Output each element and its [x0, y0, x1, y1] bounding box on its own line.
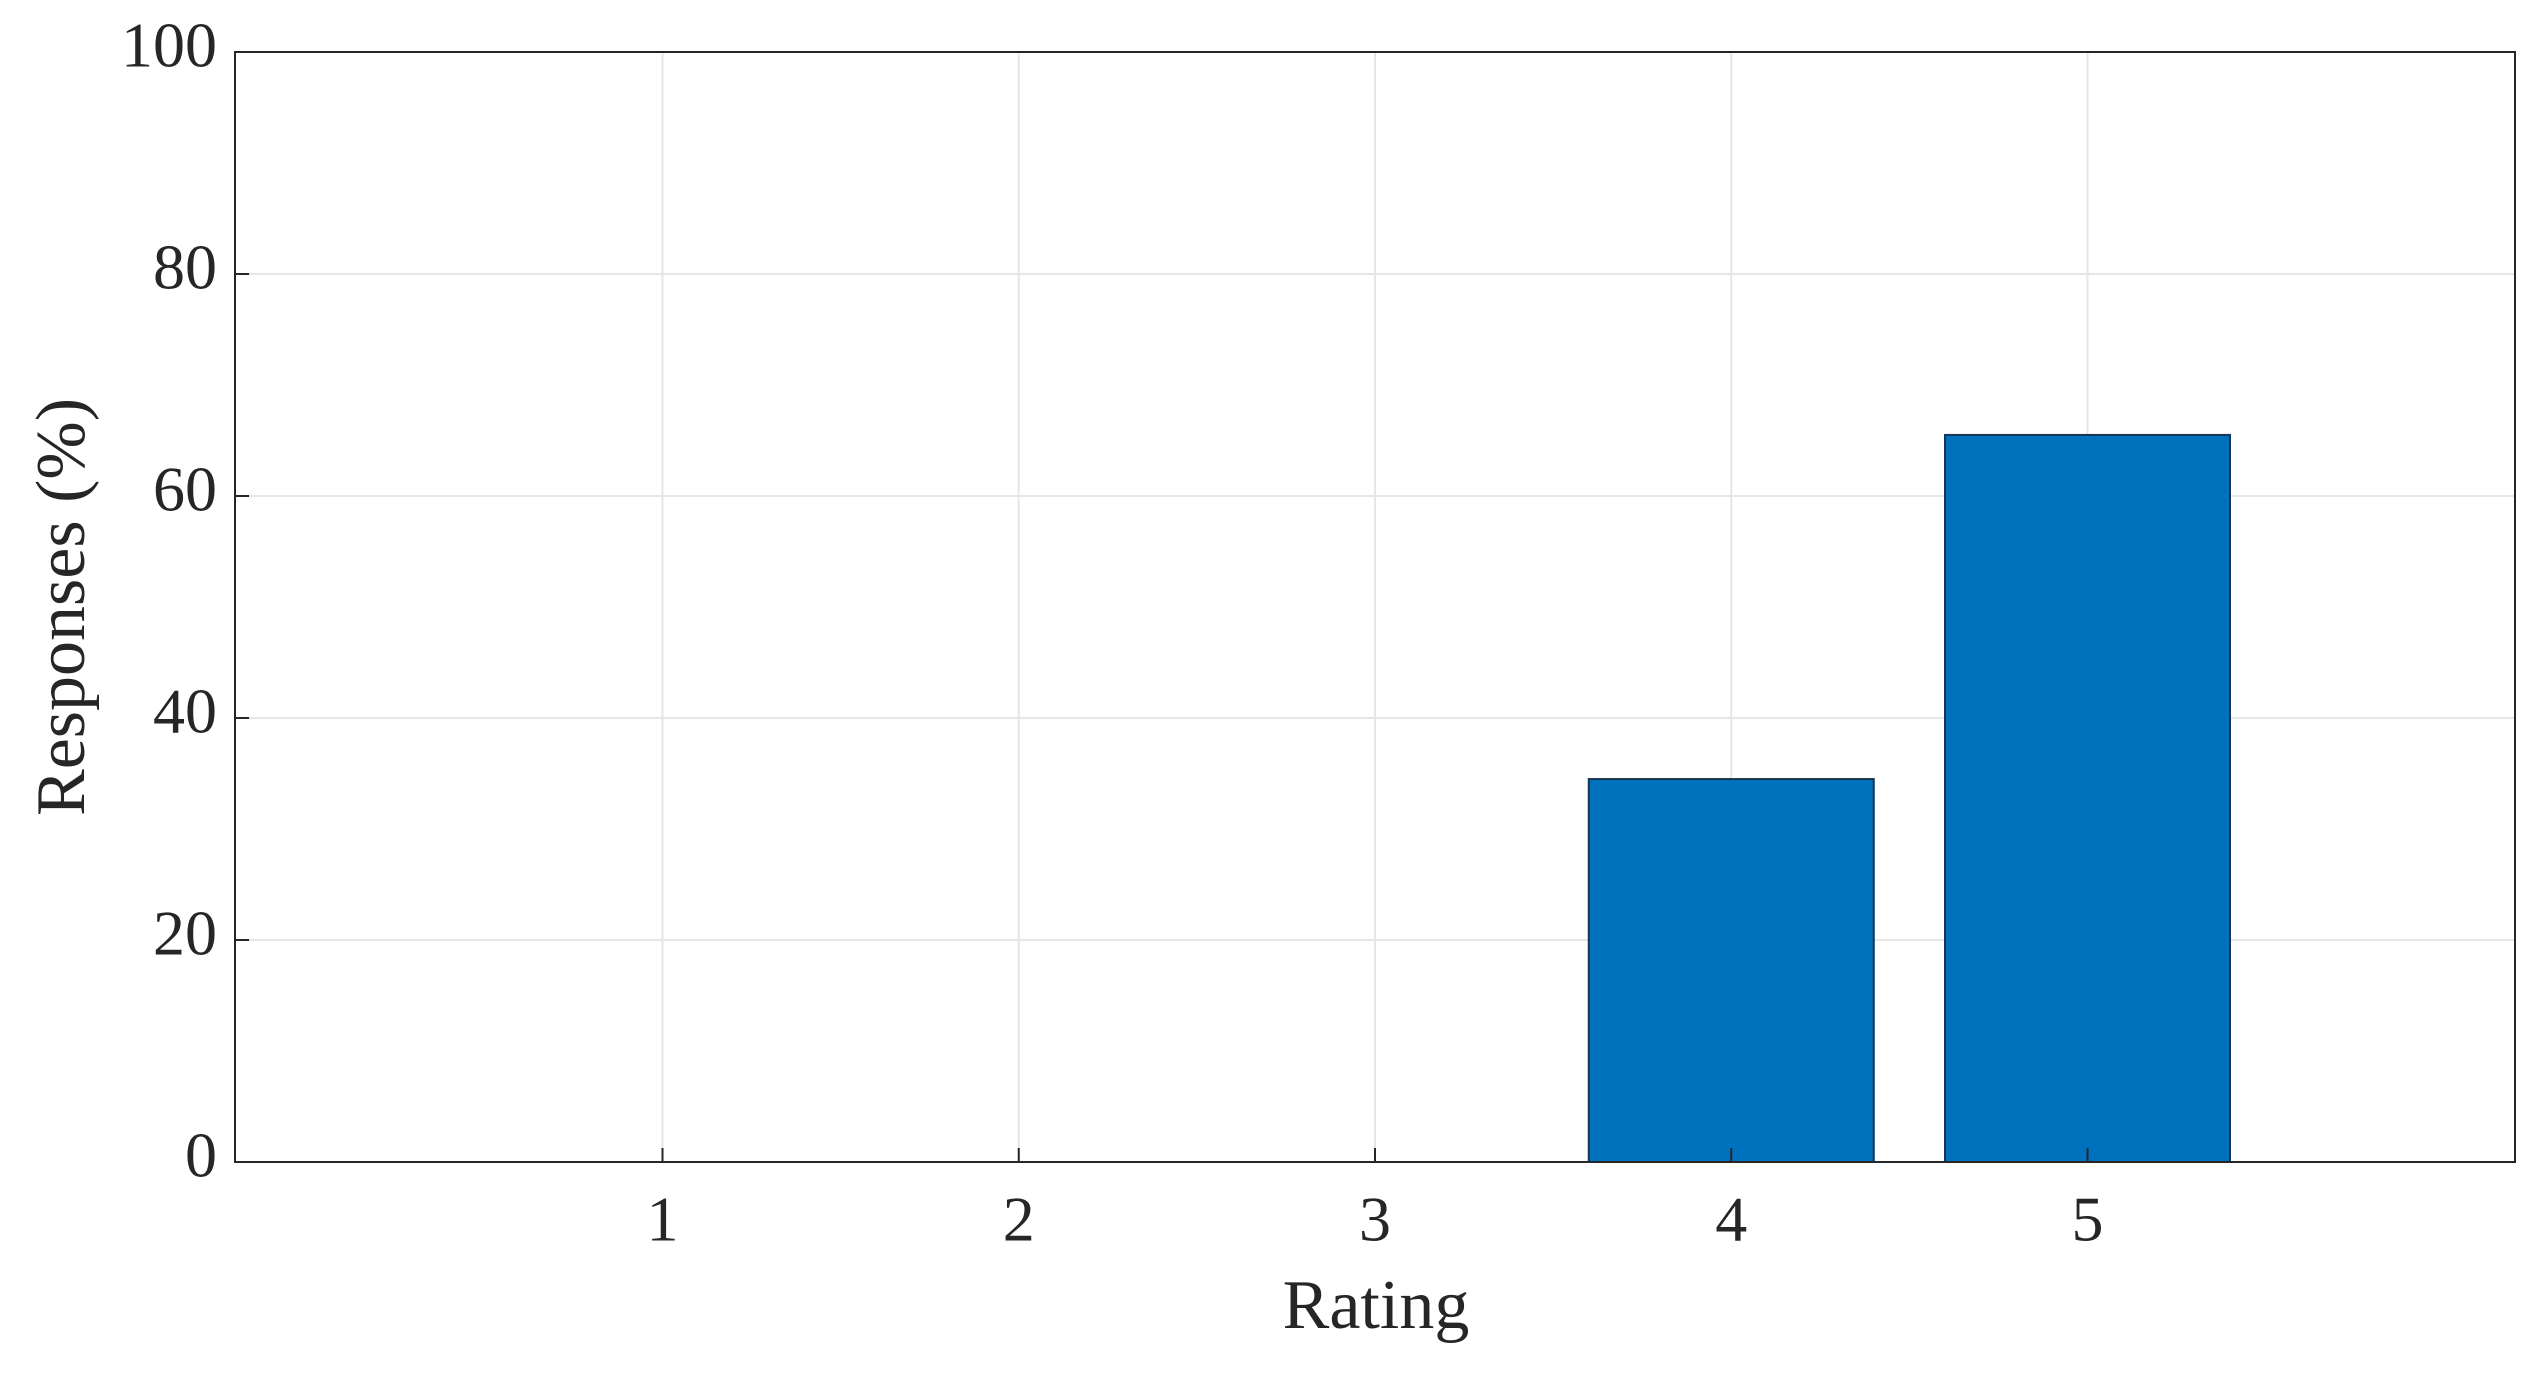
- bar: [1944, 433, 2231, 1163]
- y-axis-label: Responses (%): [23, 398, 100, 816]
- y-tick-label: 20: [153, 898, 217, 969]
- bar: [1587, 778, 1875, 1163]
- bars: [1587, 433, 2231, 1163]
- x-tick-label: 1: [647, 1184, 679, 1255]
- x-tick-label: 5: [2072, 1184, 2104, 1255]
- y-tick-label: 0: [185, 1120, 217, 1191]
- x-tick-label: 2: [1003, 1184, 1035, 1255]
- y-tick-label: 100: [121, 10, 217, 81]
- labels: 0 20 40 60 80 100 1 2 3 4 5: [121, 10, 2104, 1255]
- y-tick-label: 40: [153, 676, 217, 747]
- x-axis-label: Rating: [1283, 1267, 1470, 1344]
- x-tick-label: 3: [1359, 1184, 1391, 1255]
- x-tick-label: 4: [1715, 1184, 1747, 1255]
- y-tick-label: 60: [153, 454, 217, 525]
- y-tick-label: 80: [153, 232, 217, 303]
